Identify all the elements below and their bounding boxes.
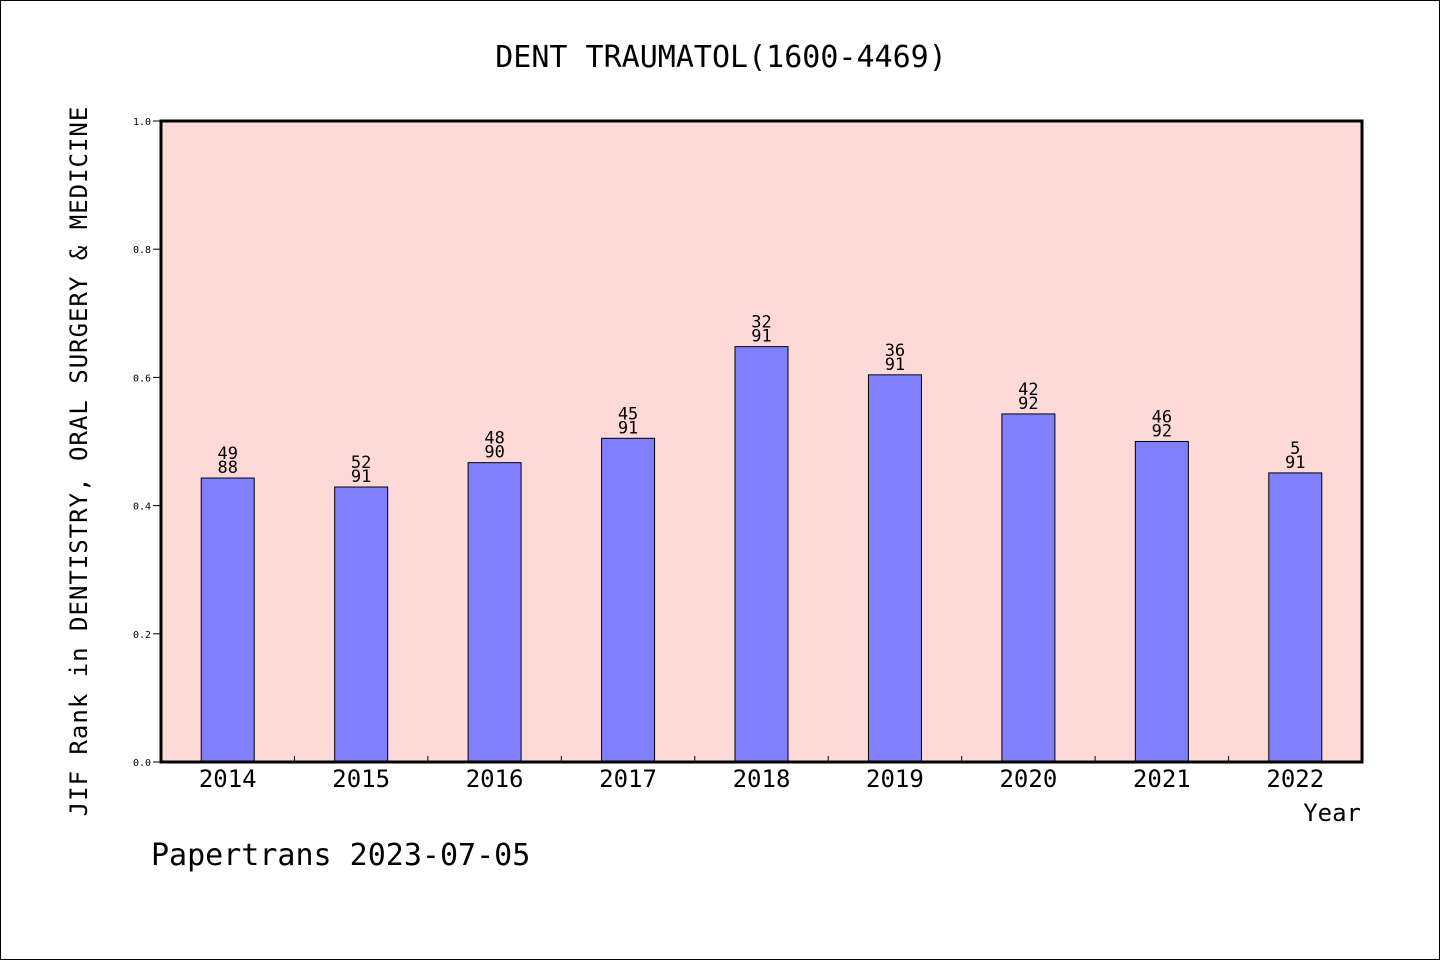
y-tick-label: 0.8 [133, 245, 151, 256]
chart-title: DENT TRAUMATOL(1600-4469) [495, 40, 947, 75]
bar-label-total: 91 [618, 418, 638, 438]
x-tick-label: 2021 [1133, 765, 1191, 793]
axis-ticks: 0.0 0.2 0.4 0.6 0.8 1.0 2014 2015 2016 2017 2018 20… [133, 117, 1324, 793]
bar-label-total: 88 [217, 458, 237, 478]
bar-label-rank: 5 [1290, 439, 1300, 459]
bar-label-rank: 48 [484, 429, 504, 449]
plot-border [159, 119, 1364, 764]
bar-2015 [334, 486, 389, 763]
bar-label-total: 91 [1285, 453, 1305, 473]
bar-label-rank: 32 [751, 313, 771, 333]
y-tick-label: 0.0 [133, 758, 151, 769]
bar-2019 [867, 374, 922, 763]
bar-label-total: 91 [751, 327, 771, 347]
y-axis-label: JIF Rank in DENTISTRY, ORAL SURGERY & ME… [65, 106, 93, 817]
x-tick-label: 2017 [599, 765, 657, 793]
y-tick-label: 0.2 [133, 630, 151, 641]
y-tick-label: 0.6 [133, 373, 151, 384]
bar-label-rank: 52 [351, 453, 371, 473]
bar-label-rank: 46 [1152, 408, 1172, 428]
bar-2017 [601, 437, 656, 763]
bar-2020 [1001, 413, 1056, 763]
bar-2016 [467, 462, 522, 763]
bar-label-total: 92 [1152, 422, 1172, 442]
bar-label-rank: 36 [885, 341, 905, 361]
y-tick-label: 1.0 [133, 117, 151, 128]
bar-label-rank: 49 [217, 444, 237, 464]
x-tick-label: 2016 [466, 765, 524, 793]
bar-2021 [1134, 441, 1189, 763]
x-tick-label: 2019 [866, 765, 924, 793]
bar-2022 [1268, 472, 1323, 763]
bar-label-rank: 42 [1018, 380, 1038, 400]
bar-label-total: 91 [885, 355, 905, 375]
x-tick-label: 2020 [999, 765, 1057, 793]
bar-label-total: 91 [351, 467, 371, 487]
watermark: Papertrans 2023-07-05 [151, 838, 530, 873]
x-tick-label: 2022 [1266, 765, 1324, 793]
bar-label-total: 92 [1018, 394, 1038, 414]
bar-2018 [734, 346, 789, 763]
bar-2014 [200, 477, 255, 763]
bar-label-total: 90 [484, 443, 504, 463]
bar-label-rank: 45 [618, 404, 638, 424]
y-tick-label: 0.4 [133, 502, 151, 513]
x-tick-label: 2014 [199, 765, 257, 793]
x-axis-label: Year [1303, 799, 1361, 827]
x-tick-label: 2015 [332, 765, 390, 793]
x-tick-label: 2018 [733, 765, 791, 793]
